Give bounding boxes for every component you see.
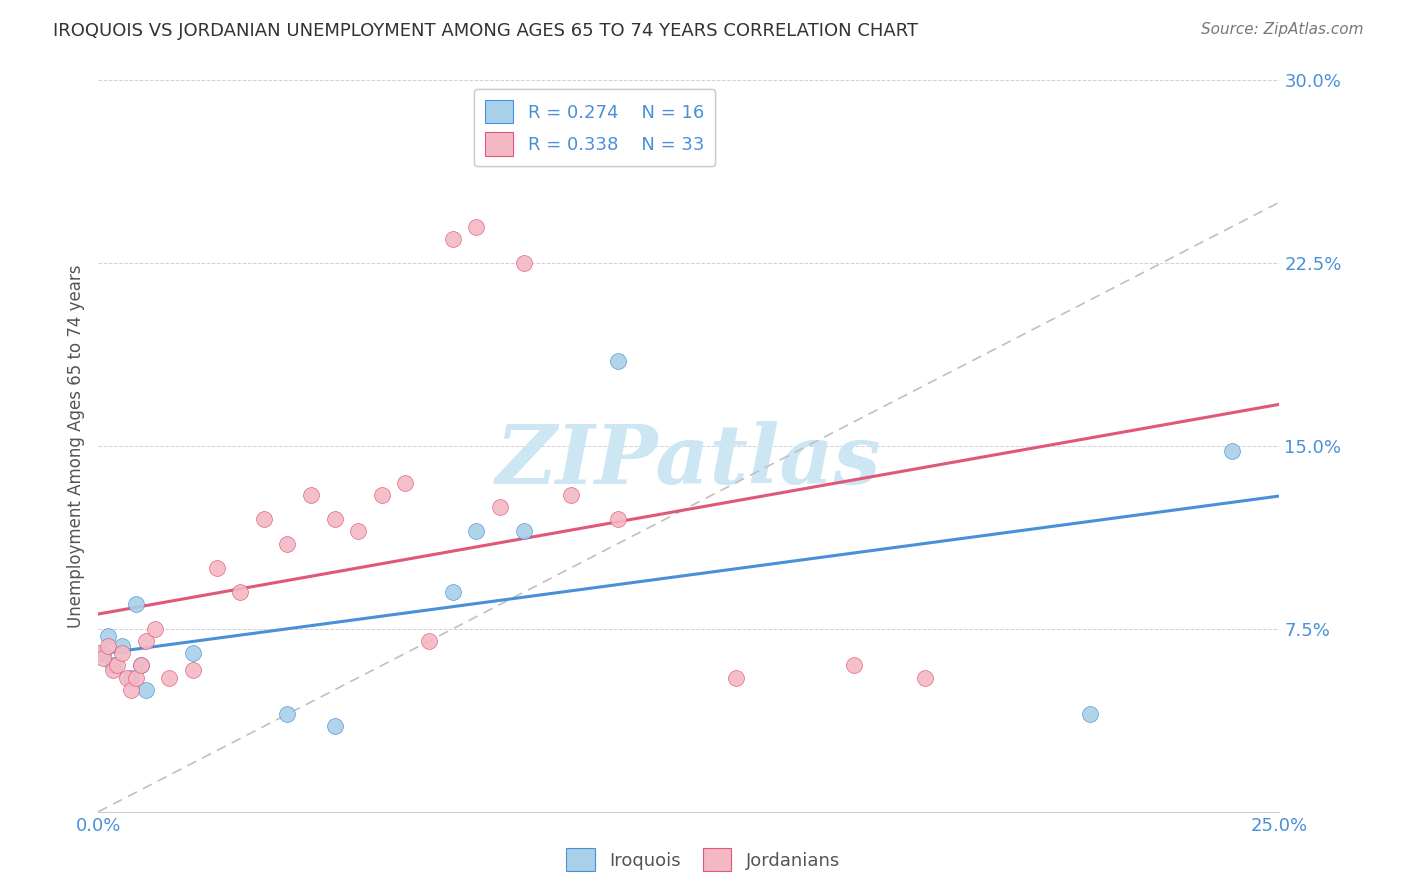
Point: [87, 646, 110, 660]
Point: [441, 585, 464, 599]
Point: [1080, 707, 1102, 722]
Point: [115, 671, 138, 685]
Point: [121, 682, 143, 697]
Point: [441, 232, 464, 246]
Point: [844, 658, 866, 673]
Point: [129, 658, 152, 673]
Point: [371, 488, 394, 502]
Point: [276, 536, 298, 550]
Point: [125, 598, 148, 612]
Point: [512, 524, 534, 539]
Point: [91, 646, 114, 660]
Point: [418, 634, 440, 648]
Point: [135, 634, 157, 648]
Point: [560, 488, 582, 502]
Text: IROQUOIS VS JORDANIAN UNEMPLOYMENT AMONG AGES 65 TO 74 YEARS CORRELATION CHART: IROQUOIS VS JORDANIAN UNEMPLOYMENT AMONG…: [53, 22, 918, 40]
Point: [111, 646, 134, 660]
Point: [135, 682, 157, 697]
Point: [111, 639, 134, 653]
Point: [143, 622, 166, 636]
Point: [1220, 443, 1243, 458]
Point: [101, 663, 124, 677]
Point: [489, 500, 512, 514]
Point: [91, 651, 114, 665]
Point: [725, 671, 748, 685]
Point: [97, 629, 120, 643]
Point: [253, 512, 276, 526]
Point: [299, 488, 322, 502]
Point: [512, 256, 534, 270]
Point: [105, 658, 128, 673]
Text: ZIPatlas: ZIPatlas: [496, 421, 882, 500]
Point: [121, 671, 143, 685]
Point: [101, 658, 124, 673]
Point: [129, 658, 152, 673]
Point: [125, 671, 148, 685]
Y-axis label: Unemployment Among Ages 65 to 74 years: Unemployment Among Ages 65 to 74 years: [66, 264, 84, 628]
Point: [276, 707, 298, 722]
Point: [229, 585, 252, 599]
Point: [205, 561, 228, 575]
Point: [914, 671, 936, 685]
Point: [347, 524, 370, 539]
Point: [607, 512, 630, 526]
Legend: Iroquois, Jordanians: Iroquois, Jordanians: [558, 841, 848, 879]
Point: [607, 353, 630, 368]
Point: [97, 639, 120, 653]
Point: [323, 512, 346, 526]
Point: [394, 475, 416, 490]
Point: [465, 524, 488, 539]
Point: [157, 671, 180, 685]
Point: [181, 646, 204, 660]
Point: [323, 719, 346, 733]
Point: [465, 219, 488, 234]
Legend: R = 0.274    N = 16, R = 0.338    N = 33: R = 0.274 N = 16, R = 0.338 N = 33: [474, 89, 716, 167]
Point: [181, 663, 204, 677]
Text: Source: ZipAtlas.com: Source: ZipAtlas.com: [1201, 22, 1364, 37]
